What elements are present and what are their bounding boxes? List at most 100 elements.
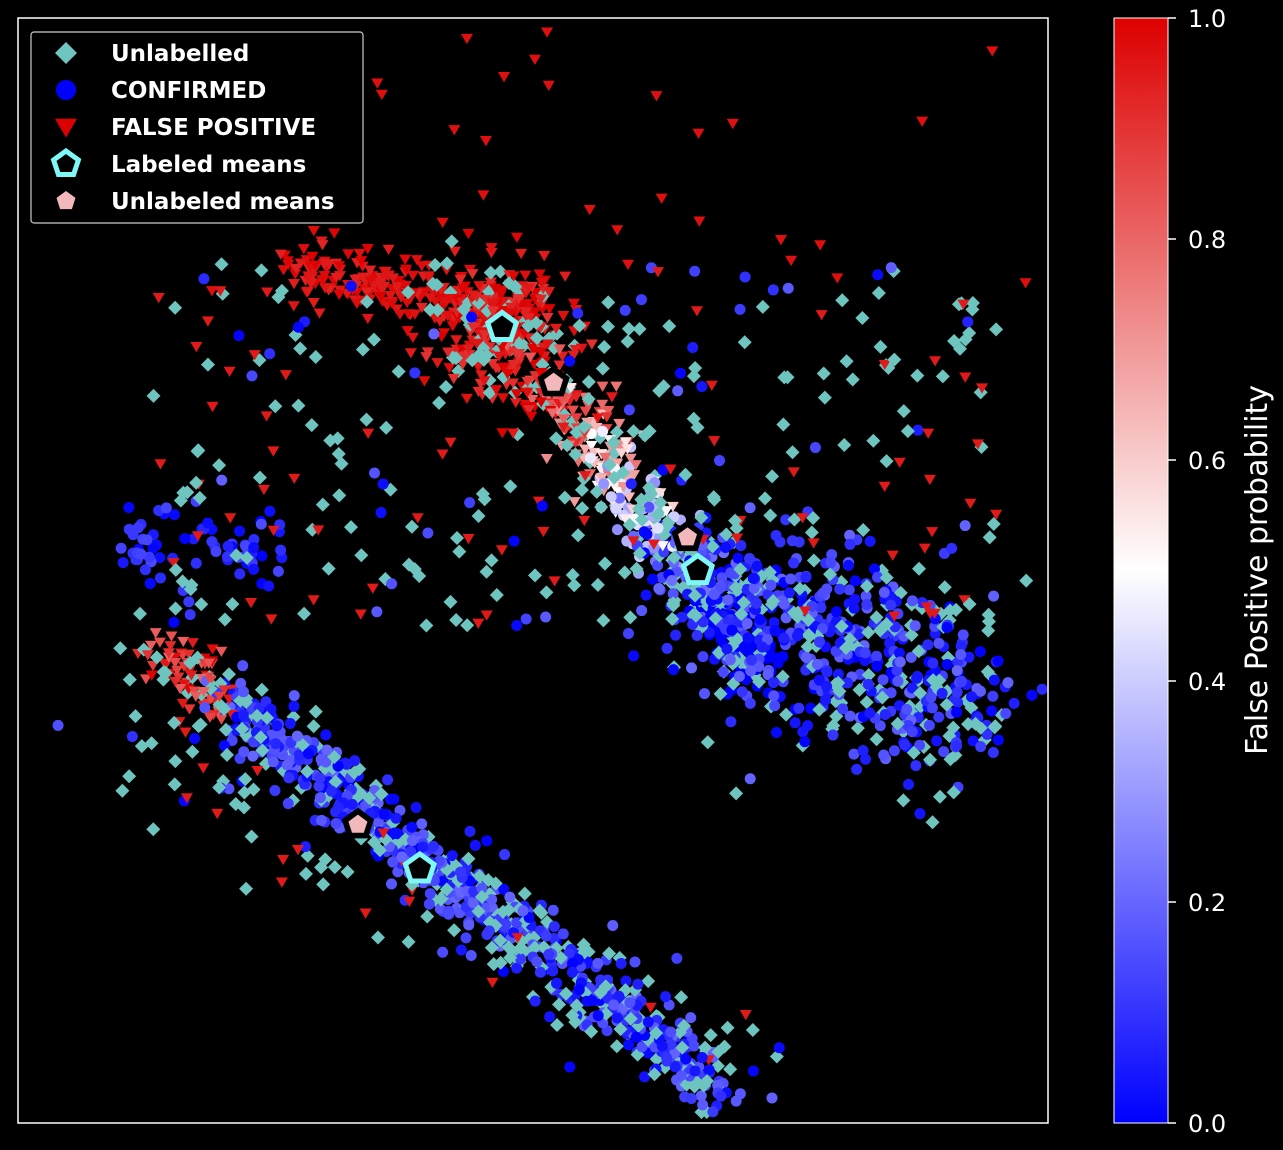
confirmed-point — [707, 1106, 719, 1118]
false-positive-point — [567, 350, 580, 361]
unlabelled-point — [890, 716, 905, 731]
unlabelled-point — [665, 612, 680, 627]
confirmed-point — [126, 730, 138, 742]
false-positive-point — [215, 646, 228, 657]
false-positive-point — [495, 545, 508, 556]
confirmed-point — [830, 645, 842, 657]
unlabelled-point — [584, 1024, 599, 1039]
confirmed-point — [390, 812, 402, 824]
unlabelled-point — [295, 738, 310, 753]
unlabelled-point — [879, 570, 894, 585]
false-positive-point — [615, 448, 628, 459]
confirmed-point — [123, 523, 135, 535]
confirmed-point — [375, 507, 387, 519]
false-positive-point — [442, 347, 455, 358]
confirmed-point — [248, 563, 260, 575]
false-positive-point — [807, 538, 820, 549]
false-positive-point — [485, 243, 498, 254]
confirmed-point — [765, 579, 777, 591]
unlabelled-point — [254, 682, 269, 697]
confirmed-point — [264, 505, 276, 517]
false-positive-point — [507, 428, 520, 439]
confirmed-point — [663, 999, 675, 1011]
unlabelled-point — [780, 370, 795, 385]
confirmed-point — [320, 729, 332, 741]
false-positive-point — [507, 359, 520, 371]
unlabelled-point — [212, 458, 227, 473]
confirmed-point — [793, 702, 805, 714]
false-positive-point — [534, 294, 547, 305]
confirmed-point — [864, 535, 876, 547]
unlabelled-point — [300, 764, 315, 779]
false-positive-point — [532, 496, 545, 507]
unlabelled-point — [237, 800, 252, 815]
unlabelled-point — [632, 321, 647, 336]
unlabelled-point — [711, 1044, 726, 1059]
false-positive-point — [585, 440, 598, 452]
unlabelled-point — [775, 669, 790, 684]
unlabelled-point — [567, 578, 582, 593]
false-positive-point — [144, 640, 157, 651]
false-positive-point — [251, 765, 264, 777]
unlabelled-point — [344, 520, 359, 535]
unlabelled-point — [661, 516, 676, 531]
false-positive-point — [394, 309, 407, 320]
confirmed-point — [154, 572, 166, 584]
legend-label: CONFIRMED — [111, 78, 266, 104]
false-positive-point — [529, 307, 542, 318]
confirmed-point — [483, 925, 495, 937]
unlabelled-point — [527, 940, 542, 955]
false-positive-point — [878, 481, 891, 492]
unlabelled-point — [706, 490, 721, 505]
confirmed-point — [853, 628, 865, 640]
unlabelled-point — [609, 1039, 624, 1054]
confirmed-point — [878, 587, 890, 599]
unlabelled-point — [146, 822, 161, 837]
confirmed-point — [141, 534, 153, 546]
confirmed-point — [499, 849, 511, 861]
confirmed-point — [586, 995, 598, 1007]
false-positive-point — [611, 225, 624, 236]
false-positive-point — [926, 527, 939, 538]
colorbar-label: False Positive probability — [1240, 385, 1275, 755]
confirmed-point — [293, 749, 305, 761]
unlabelled-point — [438, 380, 453, 395]
false-positive-point — [410, 255, 423, 266]
confirmed-point — [202, 517, 214, 529]
confirmed-point — [906, 595, 918, 607]
unlabelled-point — [965, 302, 980, 317]
false-positive-point — [478, 330, 491, 341]
unlabelled-point — [632, 501, 647, 516]
confirmed-point — [529, 995, 541, 1007]
unlabelled-point — [806, 553, 821, 568]
confirmed-point — [672, 385, 684, 397]
unlabelled-point — [729, 786, 744, 801]
confirmed-point — [486, 894, 498, 906]
unlabelled-point — [495, 904, 510, 919]
false-positive-point — [149, 628, 162, 639]
unlabelled-point — [214, 257, 229, 272]
confirmed-point — [466, 311, 478, 323]
unlabelled-point — [144, 736, 159, 751]
unlabelled-point — [837, 437, 852, 452]
confirmed-point — [504, 891, 516, 903]
confirmed-point — [813, 674, 825, 686]
confirmed-point — [825, 557, 837, 569]
false-positive-point — [559, 271, 572, 282]
confirmed-point — [815, 602, 827, 614]
unlabelled-point — [115, 783, 130, 798]
unlabelled-point — [192, 490, 207, 505]
unlabelled-point — [688, 588, 703, 603]
unlabelled-point — [440, 256, 455, 271]
unlabelled-point — [602, 946, 617, 961]
false-positive-point — [214, 286, 227, 297]
confirmed-point — [751, 560, 763, 572]
confirmed-point — [123, 502, 135, 514]
confirmed-point — [776, 595, 788, 607]
confirmed-point — [573, 984, 585, 996]
false-positive-point — [349, 274, 362, 285]
confirmed-point — [369, 467, 381, 479]
colorbar-tick-label: 1.0 — [1188, 5, 1226, 33]
confirmed-point — [460, 932, 472, 944]
